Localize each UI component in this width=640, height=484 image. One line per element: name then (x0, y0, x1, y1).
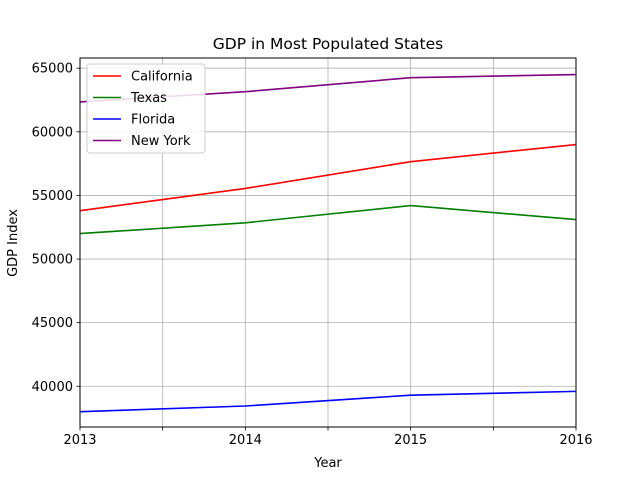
x-tick-label: 2013 (63, 433, 96, 448)
y-tick-label: 65000 (32, 62, 73, 77)
y-axis-label: GDP Index (6, 209, 21, 277)
chart-title: GDP in Most Populated States (213, 35, 443, 53)
x-tick-label: 2015 (394, 433, 427, 448)
legend-label-california: California (131, 70, 193, 85)
x-axis-ticks: 2013 2014 2015 2016 (63, 427, 593, 448)
legend-label-new-york: New York (131, 134, 191, 149)
y-tick-label: 60000 (32, 125, 73, 140)
series-line-california (79, 143, 577, 212)
y-tick-label: 55000 (32, 189, 73, 204)
series-lines (79, 73, 577, 413)
series-line-texas (79, 204, 577, 235)
legend: California Texas Florida New York (86, 63, 206, 154)
legend-label-florida: Florida (131, 113, 175, 128)
y-tick-label: 40000 (32, 380, 73, 395)
y-axis-ticks: 40000 45000 50000 55000 60000 65000 (32, 62, 80, 395)
series-line-florida (79, 390, 577, 413)
grid-lines (79, 58, 577, 427)
y-tick-label: 45000 (32, 316, 73, 331)
y-tick-label: 50000 (32, 253, 73, 268)
legend-label-texas: Texas (130, 91, 167, 106)
x-tick-label: 2016 (559, 433, 592, 448)
x-axis-label: Year (313, 456, 342, 471)
legend-box (86, 63, 206, 154)
x-tick-label: 2014 (229, 433, 262, 448)
